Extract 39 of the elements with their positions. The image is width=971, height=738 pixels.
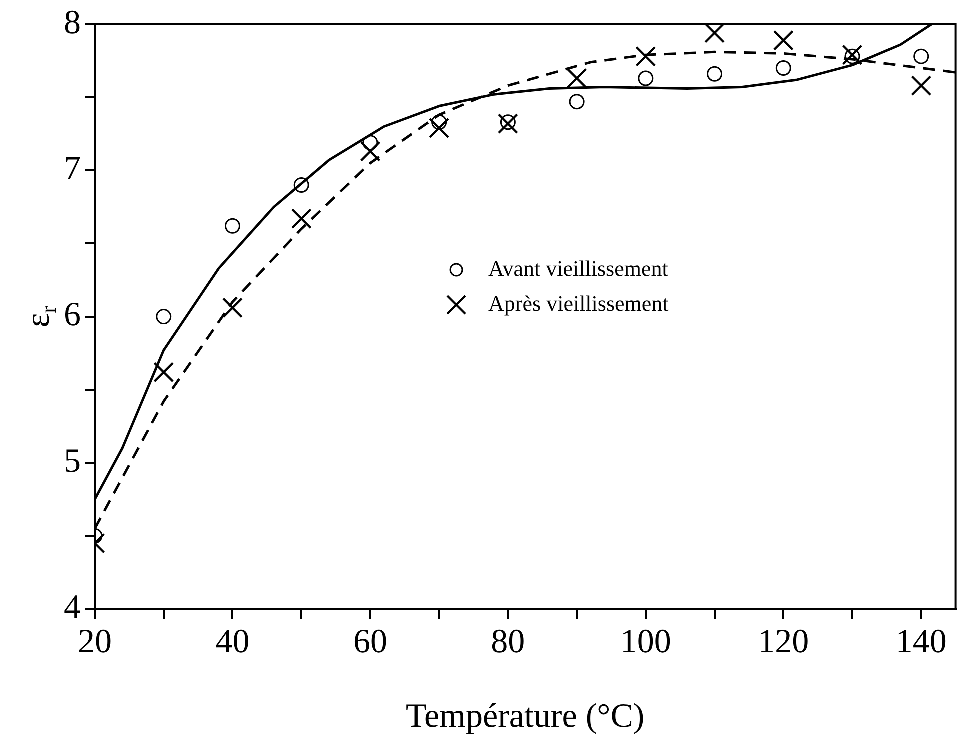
y-tick-label: 4	[64, 589, 81, 626]
point	[500, 114, 516, 130]
point	[154, 362, 174, 383]
point	[429, 118, 450, 138]
point	[636, 46, 656, 67]
point	[291, 208, 312, 230]
point	[432, 114, 448, 130]
y-axis-title: εr	[20, 305, 62, 328]
y-tick-label: 7	[64, 150, 81, 188]
point	[294, 177, 310, 193]
point	[224, 218, 240, 234]
point	[707, 66, 723, 82]
point	[842, 44, 863, 66]
point	[498, 114, 518, 134]
point	[360, 141, 381, 162]
x-axis-title: Température (°C)	[406, 698, 645, 735]
point	[773, 30, 794, 51]
x-tick-label: 100	[620, 624, 672, 661]
point	[776, 60, 792, 76]
x-tick-label: 140	[896, 624, 947, 661]
point	[638, 70, 654, 86]
point	[914, 48, 930, 64]
x-tick-label: 80	[491, 624, 526, 661]
point	[704, 24, 726, 44]
x-tick-label: 20	[78, 624, 112, 661]
point	[844, 48, 860, 64]
x-tick-label: 60	[353, 624, 388, 661]
legend-label: Avant vieillissement	[488, 256, 668, 281]
point	[156, 309, 172, 325]
x-tick-label: 40	[216, 624, 250, 661]
legend-label: Après vieillissement	[488, 290, 669, 316]
point	[911, 76, 932, 96]
point	[222, 298, 244, 318]
y-tick-label: 5	[64, 442, 81, 480]
y-tick-label: 6	[64, 296, 81, 334]
point	[569, 94, 585, 110]
point	[566, 68, 588, 89]
y-tick-label: 8	[64, 4, 81, 42]
x-tick-label: 120	[758, 624, 810, 661]
